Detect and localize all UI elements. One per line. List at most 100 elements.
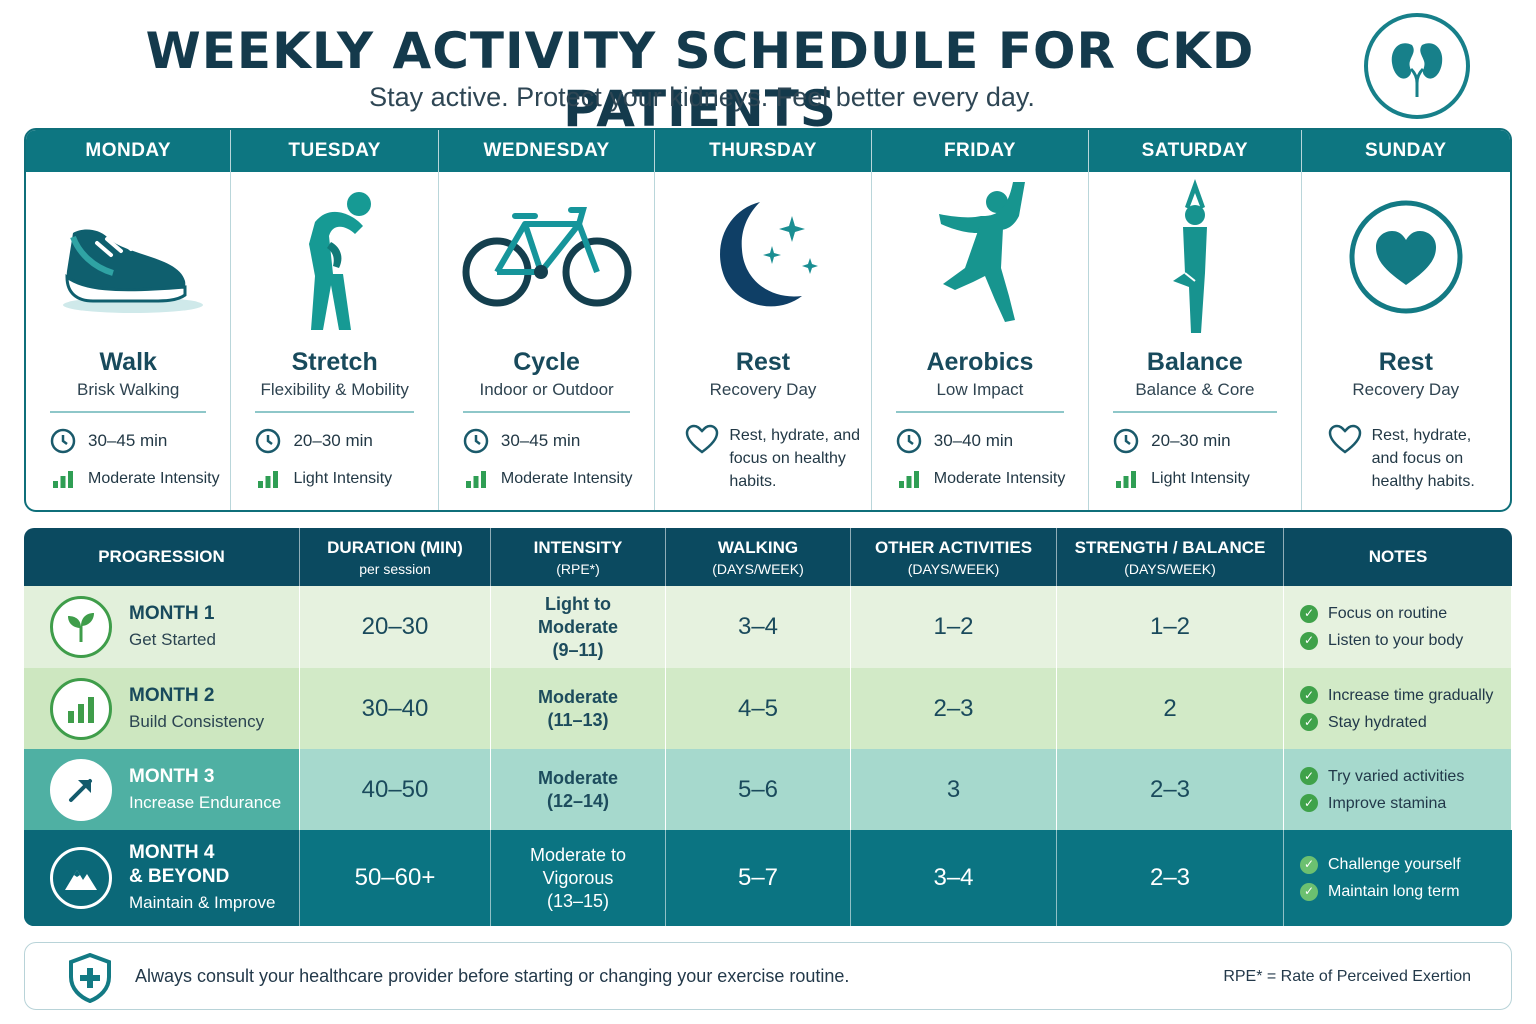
intensity-line: Moderate xyxy=(537,616,618,637)
walking-cell: 5–7 xyxy=(666,830,851,926)
divider xyxy=(1113,411,1277,413)
day-header: WEDNESDAY xyxy=(438,130,655,172)
walking-cell: 4–5 xyxy=(666,668,851,749)
activity-subtitle: Flexibility & Mobility xyxy=(260,380,409,399)
footer-message: Always consult your healthcare provider … xyxy=(135,966,850,986)
note-text: Challenge yourself xyxy=(1328,856,1461,873)
duration-row: 20–30 min xyxy=(1113,428,1294,454)
column-header: WALKING (DAYS/WEEK) xyxy=(666,528,851,586)
duration-value: 20–30 xyxy=(361,613,429,640)
month-phase: Get Started xyxy=(129,630,216,649)
signal-bars-icon xyxy=(463,470,489,488)
yoga-tree-pose-icon xyxy=(1089,179,1300,333)
activity-subtitle: Recovery Day xyxy=(709,380,817,399)
duration-cell: 20–30 xyxy=(300,586,491,668)
day-card-monday: MONDAY Walk Brisk Walking 30–45 min Mode… xyxy=(26,130,232,510)
activity-subtitle: Low Impact xyxy=(936,380,1024,399)
day-card-thursday: THURSDAY Rest Recovery Day Rest, hydrate… xyxy=(655,130,872,510)
note-text: Increase time gradually xyxy=(1328,686,1494,704)
duration-text: 20–30 min xyxy=(293,431,373,450)
table-row: MONTH 1 Get Started 20–30 Light to Moderat… xyxy=(24,586,1512,668)
activity-subtitle: Recovery Day xyxy=(1352,380,1460,399)
intensity-row: Light Intensity xyxy=(1113,470,1294,488)
activity-subtitle: Brisk Walking xyxy=(77,380,180,399)
intensity-row: Moderate Intensity xyxy=(896,470,1082,488)
note-text: Listen to your body xyxy=(1328,632,1464,649)
intensity-cell: Moderate (12–14) xyxy=(491,749,666,830)
intensity-line: (12–14) xyxy=(546,790,610,811)
signal-bars-icon xyxy=(896,470,922,488)
clock-icon xyxy=(50,428,76,454)
other-cell: 1–2 xyxy=(851,586,1057,668)
rest-note: Rest, hydrate, and focus on healthy habi… xyxy=(685,424,862,493)
strength-cell: 2 xyxy=(1057,668,1284,749)
note-item: ✓ Improve stamina xyxy=(1300,790,1446,817)
month-title: MONTH 1 xyxy=(129,603,215,624)
intensity-row: Moderate Intensity xyxy=(463,470,648,488)
medical-shield-icon xyxy=(67,952,113,1008)
note-item: ✓ Try varied activities xyxy=(1300,763,1464,790)
activity-title: Balance xyxy=(1146,348,1243,376)
column-header: DURATION (MIN) per session xyxy=(300,528,491,586)
day-card-friday: FRIDAY Aerobics Low Impact 30–40 min Mod… xyxy=(871,130,1090,510)
column-header-label: DURATION (MIN) xyxy=(327,537,463,557)
column-header-label: WALKING xyxy=(717,537,799,557)
day-header: FRIDAY xyxy=(871,130,1089,172)
clock-icon xyxy=(896,428,922,454)
intensity-line: (13–15) xyxy=(546,890,610,911)
duration-value: 50–60+ xyxy=(354,864,436,891)
intensity-cell: Light to Moderate (9–11) xyxy=(491,586,666,668)
intensity-text: Moderate Intensity xyxy=(88,470,220,487)
stretching-person-icon xyxy=(231,182,437,332)
intensity-line: Vigorous xyxy=(542,867,614,888)
clock-icon xyxy=(1113,428,1139,454)
kidneys-icon xyxy=(1364,13,1470,119)
notes-cell: ✓ Try varied activities ✓ Improve stamina xyxy=(1284,749,1512,830)
column-header: NOTES xyxy=(1284,528,1512,586)
note-item: ✓ Increase time gradually xyxy=(1300,682,1493,709)
table-row: MONTH 3 Increase Endurance 40–50 Moderate… xyxy=(24,749,1512,830)
duration-row: 30–45 min xyxy=(50,428,224,454)
divider xyxy=(255,411,414,413)
table-row: MONTH 4 & BEYOND Maintain & Improve 50–60+… xyxy=(24,830,1512,926)
footer-disclaimer: Always consult your healthcare provider … xyxy=(24,942,1512,1010)
duration-row: 30–40 min xyxy=(896,428,1082,454)
day-header: SUNDAY xyxy=(1301,130,1510,172)
month-title-line2: & BEYOND xyxy=(129,866,230,887)
column-header-label: NOTES xyxy=(1368,547,1428,566)
duration-row: 20–30 min xyxy=(255,428,431,454)
column-header-label: PROGRESSION xyxy=(98,547,225,566)
intensity-cell: Moderate to Vigorous (13–15) xyxy=(491,830,666,926)
strength-value: 1–2 xyxy=(1149,613,1191,640)
note-item: ✓ Maintain long term xyxy=(1300,878,1460,905)
month-title: MONTH 3 xyxy=(129,765,215,787)
duration-value: 40–50 xyxy=(361,775,429,803)
sprout-icon xyxy=(50,596,112,658)
notes-cell: ✓ Challenge yourself ✓ Maintain long term xyxy=(1284,830,1512,926)
check-icon: ✓ xyxy=(1300,794,1318,812)
column-header-sub: per session xyxy=(359,560,431,577)
month-phase: Increase Endurance xyxy=(129,792,282,812)
strength-value: 2–3 xyxy=(1149,864,1191,891)
day-header: THURSDAY xyxy=(655,130,871,172)
intensity-line: Light to xyxy=(545,593,611,614)
other-cell: 3 xyxy=(851,749,1057,830)
bicycle-icon xyxy=(439,182,654,332)
heart-circle-icon xyxy=(1302,182,1510,332)
walking-cell: 3–4 xyxy=(666,586,851,668)
duration-text: 30–40 min xyxy=(933,431,1014,450)
notes-cell: ✓ Focus on routine ✓ Listen to your body xyxy=(1284,586,1512,668)
walking-value: 4–5 xyxy=(737,694,779,722)
day-header: TUESDAY xyxy=(231,130,438,172)
check-icon: ✓ xyxy=(1300,713,1318,731)
check-icon: ✓ xyxy=(1300,767,1318,785)
column-header-sub: (DAYS/WEEK) xyxy=(712,560,804,577)
column-header: OTHER ACTIVITIES (DAYS/WEEK) xyxy=(851,528,1057,586)
progression-cell: MONTH 4 & BEYOND Maintain & Improve xyxy=(24,830,300,926)
walking-cell: 5–6 xyxy=(666,749,851,830)
duration-text: 30–45 min xyxy=(500,431,581,450)
rpe-definition: RPE* = Rate of Perceived Exertion xyxy=(1223,968,1471,985)
other-value: 3 xyxy=(946,775,961,803)
column-header-sub: (DAYS/WEEK) xyxy=(1124,560,1216,577)
duration-cell: 40–50 xyxy=(300,749,491,830)
